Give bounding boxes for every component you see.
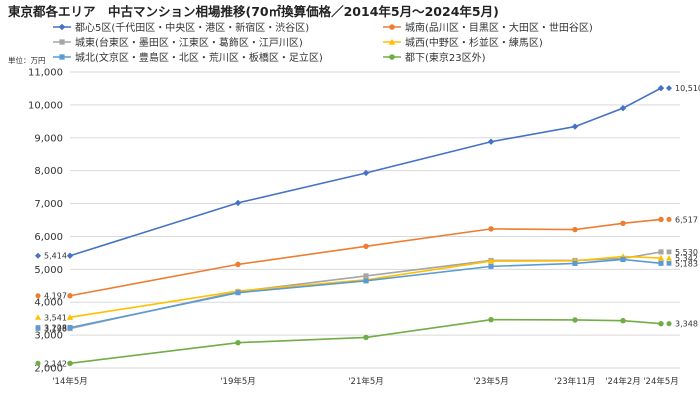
start-label-marker bbox=[35, 360, 41, 366]
data-point bbox=[571, 123, 579, 130]
x-tick-label: '21年5月 bbox=[348, 376, 384, 387]
unit-label: 単位：万円 bbox=[8, 55, 46, 65]
y-axis: 2,000 3,000 4,000 5,000 6,000 7,000 8,000 9,000… bbox=[28, 68, 63, 375]
legend: 都心5区(千代田区・中央区・港区・新宿区・渋谷区) 城南(品川区・目黒区・大田区・… bbox=[53, 21, 593, 64]
data-point bbox=[66, 314, 74, 320]
start-data-label: 2,142 bbox=[44, 359, 67, 368]
end-data-label: 6,517 bbox=[675, 215, 698, 224]
x-tick-label: '24年2月 bbox=[605, 376, 641, 387]
data-point bbox=[488, 316, 494, 323]
data-point bbox=[658, 320, 664, 327]
series-line bbox=[69, 318, 662, 365]
data-point bbox=[572, 260, 578, 266]
data-point bbox=[235, 290, 241, 296]
data-point bbox=[658, 260, 664, 266]
series-line bbox=[69, 255, 662, 319]
y-tick-label: 6,000 bbox=[34, 232, 63, 243]
legend-marker bbox=[389, 54, 395, 60]
data-point bbox=[572, 317, 578, 323]
data-point bbox=[66, 252, 74, 259]
gridlines bbox=[70, 71, 680, 369]
legend-label: 都下(東京23区外) bbox=[405, 51, 486, 64]
start-data-label: 3,541 bbox=[44, 313, 67, 322]
legend-label: 城東(台東区・墨田区・江東区・葛飾区・江戸川区) bbox=[75, 36, 303, 49]
data-labels: 5,414 10,510 4,197 6,517 3,198 5,530 3,541 5,34… bbox=[35, 84, 700, 368]
y-tick-label: 4,000 bbox=[34, 298, 63, 309]
data-point bbox=[488, 226, 494, 232]
data-point bbox=[235, 339, 241, 346]
data-point bbox=[572, 226, 578, 233]
start-label-marker bbox=[35, 293, 41, 299]
legend-label: 都心5区(千代田区・中央区・港区・新宿区・渋谷区) bbox=[75, 21, 309, 34]
data-point bbox=[657, 84, 665, 92]
data-point bbox=[620, 220, 626, 227]
y-tick-label: 9,000 bbox=[34, 133, 63, 144]
legend-label: 城北(文京区・豊島区・北区・荒川区・板橋区・足立区) bbox=[75, 51, 323, 64]
y-tick-label: 11,000 bbox=[28, 68, 63, 79]
end-label-marker bbox=[666, 216, 672, 222]
x-tick-label: '23年11月 bbox=[555, 376, 596, 387]
data-point bbox=[658, 249, 664, 255]
y-tick-label: 8,000 bbox=[34, 166, 63, 177]
legend-marker bbox=[58, 23, 66, 31]
x-axis: '14年5月 '19年5月 '21年5月 '23年5月 '23年11月 '24年2月 '24… bbox=[52, 376, 679, 387]
end-label-marker bbox=[666, 249, 672, 255]
y-tick-label: 7,000 bbox=[34, 199, 63, 210]
start-label-marker bbox=[35, 252, 41, 259]
y-tick-label: 2,000 bbox=[34, 364, 63, 375]
x-tick-label: '24年5月 bbox=[643, 376, 679, 387]
legend-marker bbox=[388, 38, 396, 45]
data-point bbox=[362, 169, 370, 177]
series-group bbox=[66, 84, 665, 367]
end-data-label: 3,348 bbox=[675, 320, 698, 329]
data-point bbox=[235, 261, 241, 268]
start-label-marker bbox=[35, 325, 41, 331]
data-point bbox=[67, 293, 73, 299]
data-point bbox=[234, 199, 242, 207]
data-point bbox=[619, 104, 627, 112]
legend-marker bbox=[59, 39, 65, 45]
x-tick-label: '23年5月 bbox=[473, 376, 509, 387]
legend-marker bbox=[389, 24, 395, 30]
data-point bbox=[67, 325, 73, 331]
data-point bbox=[620, 317, 626, 324]
start-data-label: 4,197 bbox=[44, 292, 67, 301]
x-tick-label: '19年5月 bbox=[220, 376, 256, 387]
legend-label: 城西(中野区・杉並区・練馬区) bbox=[405, 36, 543, 49]
start-data-label: 3,198 bbox=[44, 325, 67, 334]
data-point bbox=[488, 263, 494, 269]
data-point bbox=[487, 138, 495, 145]
start-data-label: 3,228 bbox=[44, 324, 67, 333]
data-point bbox=[67, 360, 73, 367]
data-point bbox=[657, 254, 665, 261]
start-label-marker bbox=[35, 314, 41, 320]
data-point bbox=[363, 243, 369, 250]
start-data-label: 5,414 bbox=[44, 252, 67, 261]
data-point bbox=[487, 257, 495, 264]
legend-label: 城南(品川区・目黒区・大田区・世田谷区) bbox=[405, 21, 593, 34]
y-tick-label: 10,000 bbox=[28, 100, 63, 111]
end-data-label: 5,530 bbox=[675, 248, 698, 257]
end-label-marker bbox=[666, 85, 672, 92]
y-tick-label: 5,000 bbox=[34, 265, 63, 276]
x-tick-label: '14年5月 bbox=[52, 376, 88, 387]
data-point bbox=[658, 216, 664, 223]
end-data-label: 5,342 bbox=[675, 254, 698, 263]
y-tick-label: 3,000 bbox=[34, 331, 63, 342]
data-point bbox=[363, 334, 369, 341]
data-point bbox=[363, 273, 369, 279]
chart-title: 東京都各エリア 中古マンション相場推移(70㎡換算価格／2014年5月～2024… bbox=[8, 4, 499, 19]
end-data-label: 10,510 bbox=[675, 84, 700, 93]
end-label-marker bbox=[666, 321, 672, 327]
end-data-label: 5,183 bbox=[675, 259, 698, 268]
end-label-marker bbox=[666, 260, 672, 266]
legend-marker bbox=[59, 54, 65, 60]
series-line bbox=[69, 218, 662, 297]
end-label-marker bbox=[666, 255, 672, 261]
data-point bbox=[363, 278, 369, 284]
data-point bbox=[620, 256, 626, 263]
